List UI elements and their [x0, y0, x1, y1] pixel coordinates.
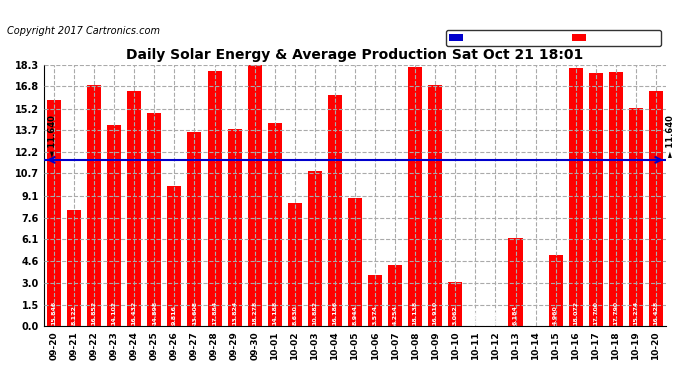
Bar — [67, 210, 81, 326]
Bar — [228, 129, 242, 326]
Bar — [649, 92, 663, 326]
Bar — [549, 255, 562, 326]
Text: 10.882: 10.882 — [313, 301, 317, 325]
Bar — [188, 132, 201, 326]
Text: 13.608: 13.608 — [192, 301, 197, 325]
Text: 17.790: 17.790 — [613, 301, 618, 325]
Bar — [348, 198, 362, 326]
Text: 0.014: 0.014 — [493, 305, 498, 325]
Text: 17.700: 17.700 — [593, 301, 598, 325]
Text: 16.910: 16.910 — [433, 301, 437, 325]
Bar — [589, 73, 603, 326]
Text: 8.122: 8.122 — [72, 305, 77, 325]
Text: ► 11.640: ► 11.640 — [666, 115, 675, 157]
Text: ◄ 11.640: ◄ 11.640 — [48, 115, 57, 157]
Text: 16.428: 16.428 — [653, 301, 658, 325]
Bar — [127, 92, 141, 326]
Bar — [408, 67, 422, 326]
Text: 3.574: 3.574 — [373, 305, 377, 325]
Text: 16.186: 16.186 — [333, 301, 337, 325]
Text: 15.846: 15.846 — [52, 301, 57, 325]
Bar — [148, 113, 161, 326]
Text: 14.898: 14.898 — [152, 301, 157, 325]
Text: 13.824: 13.824 — [232, 301, 237, 325]
Bar — [428, 85, 442, 326]
Bar — [87, 86, 101, 326]
Bar — [248, 65, 262, 326]
Bar — [208, 70, 221, 326]
Text: 14.188: 14.188 — [273, 301, 277, 325]
Text: 9.816: 9.816 — [172, 305, 177, 325]
Bar — [328, 95, 342, 326]
Text: 18.138: 18.138 — [413, 301, 417, 325]
Text: 4.960: 4.960 — [553, 305, 558, 325]
Bar — [368, 275, 382, 326]
Bar — [448, 282, 462, 326]
Text: 4.254: 4.254 — [393, 305, 397, 325]
Bar — [509, 238, 522, 326]
Text: 0.000: 0.000 — [533, 306, 538, 325]
Text: 14.102: 14.102 — [112, 301, 117, 325]
Bar — [569, 68, 583, 326]
Title: Daily Solar Energy & Average Production Sat Oct 21 18:01: Daily Solar Energy & Average Production … — [126, 48, 584, 62]
Text: 3.062: 3.062 — [453, 305, 458, 325]
Bar — [609, 72, 623, 326]
Text: Copyright 2017 Cartronics.com: Copyright 2017 Cartronics.com — [7, 26, 160, 36]
Bar — [629, 108, 643, 326]
Bar — [388, 266, 402, 326]
Bar — [107, 125, 121, 326]
Text: 6.184: 6.184 — [513, 305, 518, 325]
Text: 15.274: 15.274 — [633, 301, 638, 325]
Bar — [47, 100, 61, 326]
Text: 8.630: 8.630 — [293, 305, 297, 325]
Bar — [308, 171, 322, 326]
Bar — [288, 203, 302, 326]
Text: 16.432: 16.432 — [132, 301, 137, 325]
Text: 18.072: 18.072 — [573, 301, 578, 325]
Text: 16.852: 16.852 — [92, 301, 97, 325]
Text: 8.944: 8.944 — [353, 305, 357, 325]
Text: 18.278: 18.278 — [252, 301, 257, 325]
Text: 17.884: 17.884 — [212, 301, 217, 325]
Bar — [268, 123, 282, 326]
Bar — [168, 186, 181, 326]
Legend: Average  (kWh), Daily  (kWh): Average (kWh), Daily (kWh) — [446, 30, 661, 46]
Text: 0.000: 0.000 — [473, 306, 478, 325]
